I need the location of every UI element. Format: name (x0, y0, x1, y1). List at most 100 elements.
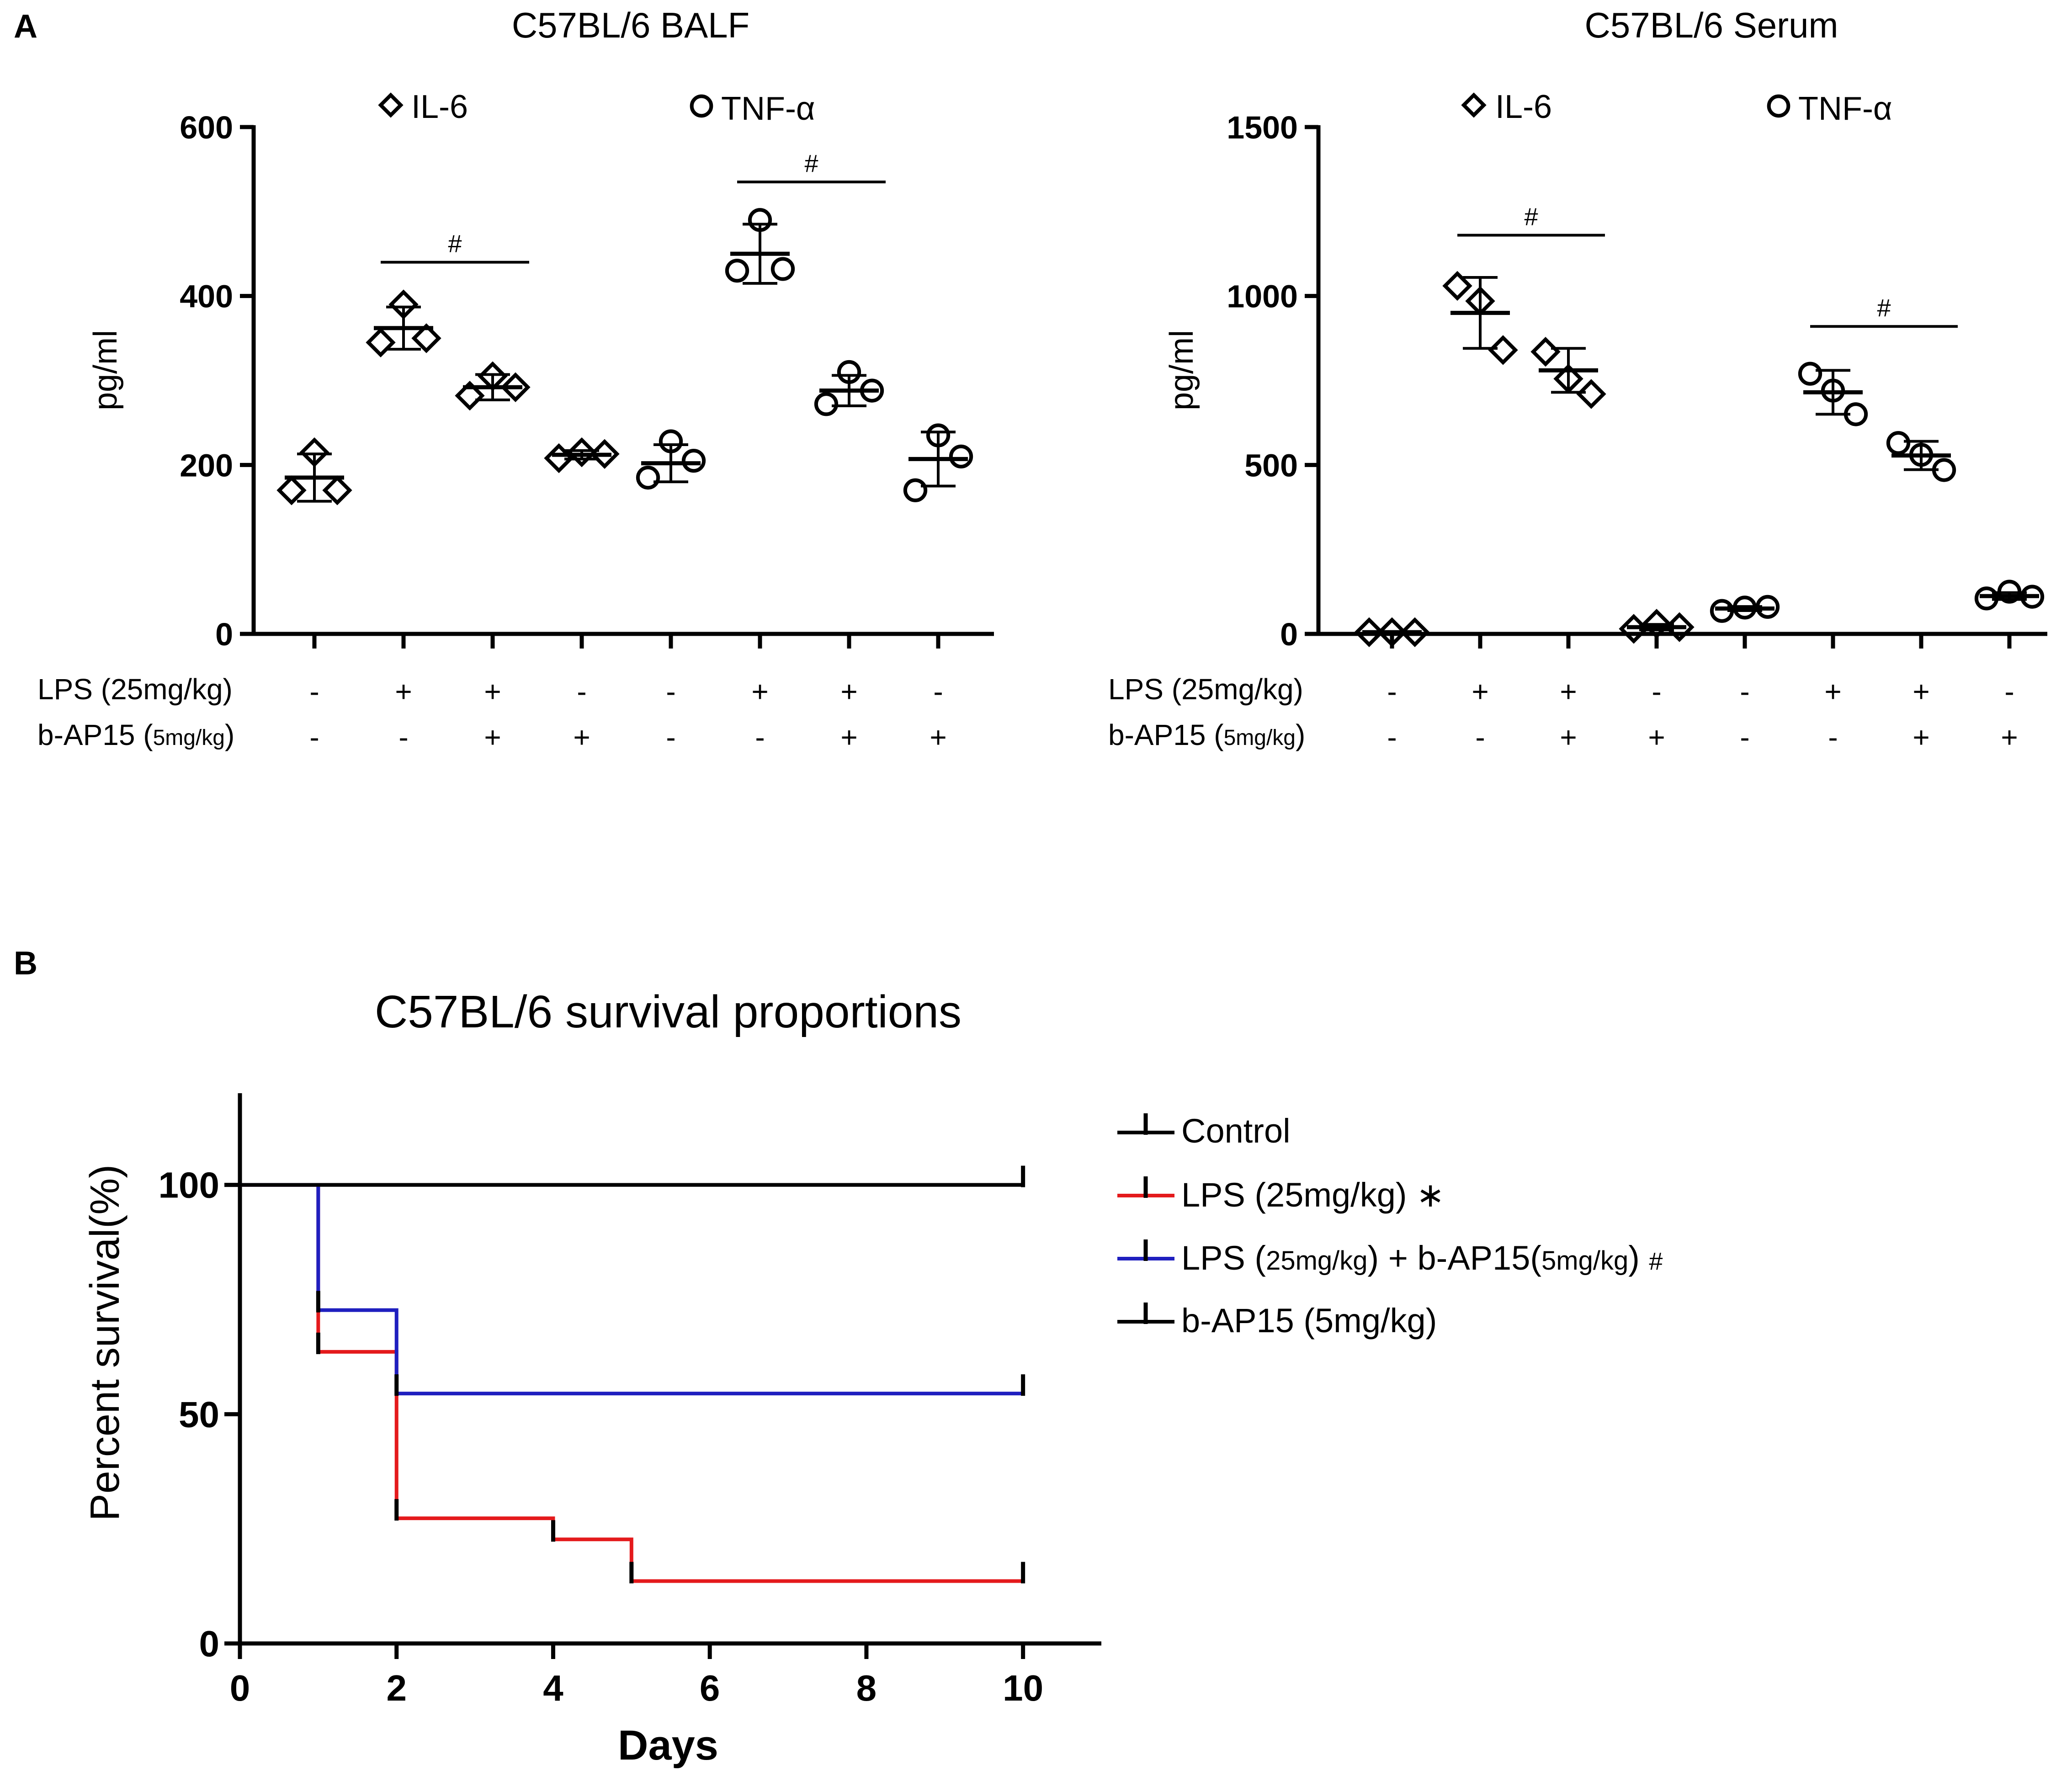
panel-label-a: A (14, 8, 37, 45)
legend-bap15-icon (1117, 1303, 1174, 1324)
balf-legend-il6-label: IL-6 (411, 89, 468, 125)
serum-legend-tnf-icon (1767, 94, 1790, 118)
balf-data-point (860, 378, 884, 403)
balf-data-point (500, 372, 531, 402)
balf-data-point (636, 465, 660, 490)
balf-bap15-sign: - (755, 721, 765, 754)
serum-bap15-sign: - (1475, 721, 1485, 754)
survival-ylabel: Percent survival(%) (82, 1165, 128, 1521)
serum-data-point (1400, 617, 1430, 647)
balf-significance-label: # (804, 150, 818, 177)
serum-row-label-lps: LPS (25mg/kg) (1108, 673, 1303, 706)
balf-legend-circle-icon (690, 94, 713, 118)
survival-x-tick-label: 4 (543, 1668, 563, 1708)
survival-xlabel: Days (618, 1722, 718, 1769)
serum-significance-label: # (1524, 203, 1538, 231)
balf-data-point (903, 478, 928, 502)
balf-marks: ## (276, 150, 973, 505)
survival-y-tick-label: 50 (179, 1394, 219, 1435)
serum-bap15-sign: + (1560, 721, 1577, 754)
survival-x-tick-label: 0 (230, 1668, 250, 1708)
serum-lps-sign: - (1387, 675, 1397, 708)
balf-bap15-sign: + (930, 721, 946, 754)
survival-x-tick-label: 2 (386, 1668, 407, 1708)
balf-data-point (276, 475, 307, 505)
survival-axes: 0 50 100 0 2 4 6 8 10 (159, 1093, 1101, 1708)
serum-legend: IL-6 TNF-α (1461, 89, 1892, 127)
serum-data-point (1732, 596, 1757, 620)
serum-data-point (1465, 286, 1495, 316)
serum-data-point (1755, 595, 1780, 619)
serum-lps-sign: + (1913, 675, 1929, 708)
balf-lps-sign: - (666, 675, 675, 708)
survival-y-tick-label: 100 (159, 1165, 219, 1206)
balf-significance-label: # (448, 230, 462, 258)
survival-curve (240, 1183, 1023, 1583)
balf-data-point (455, 381, 485, 411)
chart-survival: C57BL/6 survival proportions Percent sur… (82, 986, 1663, 1769)
serum-legend-il6-icon (1461, 92, 1487, 118)
balf-bap15-sign: + (840, 721, 857, 754)
serum-bap15-sign: - (1387, 721, 1397, 754)
serum-data-point (1974, 586, 1999, 611)
serum-data-point (2020, 585, 2045, 609)
balf-lps-sign: + (395, 675, 412, 708)
serum-data-point (1710, 599, 1734, 623)
serum-data-point (1821, 378, 1845, 403)
balf-row-label-bap15: b-AP15 (5mg/kg) (37, 718, 234, 751)
balf-data-point (814, 392, 839, 416)
serum-data-point (1354, 617, 1384, 647)
serum-data-point (1442, 271, 1472, 301)
balf-data-point (926, 423, 951, 447)
legend-lps-bap15-label: LPS (25mg/kg) + b-AP15(5mg/kg) # (1181, 1239, 1663, 1277)
serum-lps-sign: - (2004, 675, 2014, 708)
balf-data-point (949, 444, 973, 468)
balf-y-tick-label: 0 (215, 617, 233, 652)
balf-data-point (388, 289, 419, 319)
serum-bap15-sign: - (1740, 721, 1749, 754)
legend-lps-icon (1117, 1176, 1174, 1198)
balf-axes: 0 200 400 600 - - + - + + - + - - + - + + - + (180, 110, 994, 754)
serum-legend-il6-label: IL-6 (1495, 89, 1552, 125)
serum-data-point (1997, 580, 2022, 604)
balf-data-point (681, 448, 706, 473)
legend-control-icon (1117, 1113, 1174, 1135)
serum-lps-sign: + (1824, 675, 1841, 708)
legend-control-label: Control (1181, 1112, 1291, 1150)
legend-bap15-label: b-AP15 (5mg/kg) (1181, 1302, 1437, 1340)
balf-data-point (366, 327, 396, 357)
balf-data-point (411, 323, 441, 353)
balf-data-point (770, 257, 795, 281)
serum-data-point (1553, 364, 1583, 394)
balf-data-point (837, 360, 861, 384)
survival-x-tick-label: 6 (700, 1668, 720, 1708)
survival-x-tick-label: 8 (856, 1668, 877, 1708)
balf-data-point (322, 475, 352, 505)
balf-data-point (748, 208, 772, 232)
serum-y-tick-label: 0 (1280, 617, 1298, 652)
serum-data-point (1798, 362, 1822, 386)
balf-lps-sign: - (577, 675, 586, 708)
survival-legend: Control LPS (25mg/kg) ∗ LPS (25mg/kg) + … (1117, 1112, 1663, 1340)
serum-data-point (1576, 379, 1606, 409)
legend-lps-bap15-icon (1117, 1239, 1174, 1261)
chart-serum: C57BL/6 Serum pg/ml IL-6 TNF-α LPS (25mg… (1108, 5, 2047, 754)
serum-lps-sign: - (1740, 675, 1749, 708)
balf-ylabel: pg/ml (87, 330, 124, 410)
serum-lps-sign: - (1652, 675, 1661, 708)
balf-data-point (544, 443, 574, 473)
serum-data-point (1377, 617, 1407, 647)
serum-bap15-sign: + (1648, 721, 1665, 754)
balf-data-point (590, 439, 620, 469)
chart-balf: C57BL/6 BALF pg/ml IL-6 TNF-α LPS (25mg/… (37, 5, 994, 754)
balf-data-point (659, 429, 683, 453)
survival-y-tick-label: 0 (199, 1623, 220, 1664)
serum-data-point (1886, 431, 1911, 455)
survival-marks (240, 1165, 1025, 1584)
serum-data-point (1530, 336, 1561, 367)
serum-legend-diamond-icon (1461, 92, 1487, 118)
balf-legend: IL-6 TNF-α (378, 89, 815, 127)
balf-y-tick-label: 400 (180, 279, 233, 314)
survival-x-tick-label: 10 (1003, 1668, 1043, 1708)
